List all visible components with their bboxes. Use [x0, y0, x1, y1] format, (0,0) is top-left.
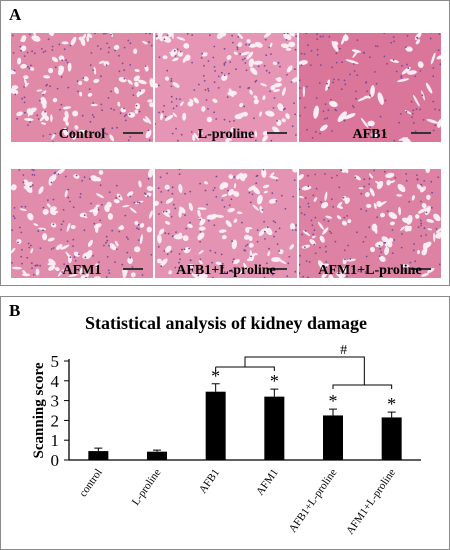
comparison-bracket — [215, 356, 393, 389]
x-tick-label: control — [77, 467, 105, 499]
y-tick-label: 5 — [51, 352, 60, 371]
micrograph-label: L-proline — [197, 127, 255, 142]
x-tick-label: AFM1+L-proline — [344, 467, 398, 537]
x-tick-label: AFB1+L-proline — [287, 467, 340, 535]
bar — [147, 451, 167, 460]
panel-a-letter: A — [9, 5, 22, 24]
micrograph-label: AFM1 — [62, 263, 102, 278]
y-tick-label: 0 — [51, 451, 60, 470]
panel-b: B Statistical analysis of kidney damage … — [0, 296, 450, 550]
bracket-significance-mark: # — [340, 343, 347, 358]
micrograph-3 — [299, 33, 441, 142]
chart-title: Statistical analysis of kidney damage — [84, 313, 368, 333]
panel-b-letter: B — [9, 301, 21, 320]
scale-bar — [123, 268, 143, 270]
significance-star: * — [211, 366, 220, 386]
bar — [205, 391, 226, 460]
y-tick-label: 3 — [51, 392, 60, 411]
scale-bar — [123, 132, 143, 134]
y-tick-label: 2 — [51, 411, 60, 430]
bar — [88, 451, 109, 460]
micrograph-5 — [155, 169, 297, 278]
panel-a: A Control L-proline AFB1 AFM1 AFB1+L-proline… — [0, 0, 450, 286]
scale-bar — [267, 132, 287, 134]
micrograph-label: Control — [58, 127, 106, 142]
micrograph-label: AFB1 — [352, 127, 388, 142]
micrograph-2 — [155, 33, 297, 142]
significance-star: * — [270, 371, 279, 391]
significance-star: * — [329, 391, 338, 411]
significance-star: * — [387, 394, 396, 414]
y-tick-label: 4 — [51, 372, 60, 391]
scale-bar — [411, 268, 431, 270]
scale-bar — [267, 268, 287, 270]
micrograph-6 — [299, 169, 441, 278]
y-axis-label: Scanning score — [31, 362, 47, 458]
bar — [323, 415, 343, 460]
micrograph-label: AFB1+L-proline — [176, 263, 276, 278]
scale-bar — [411, 132, 431, 134]
x-tick-label: AFM1 — [254, 467, 281, 498]
x-tick-label: L-proline — [130, 467, 164, 508]
micrograph-label: AFM1+L-proline — [318, 263, 422, 278]
bar — [381, 417, 402, 460]
micrograph-4 — [11, 169, 153, 278]
x-tick-label: AFB1 — [197, 467, 222, 496]
y-tick-label: 1 — [51, 431, 60, 450]
micrograph-1 — [11, 33, 153, 142]
bar — [264, 396, 285, 460]
